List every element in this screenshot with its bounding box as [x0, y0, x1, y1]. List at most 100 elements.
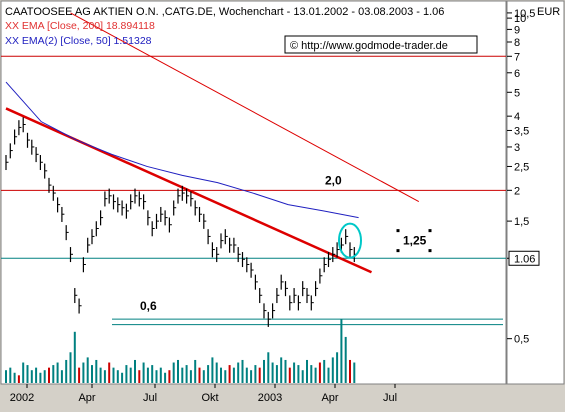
volume-bar: [323, 359, 326, 383]
annotation-label: 1,25: [403, 234, 427, 248]
watermark-box: [284, 35, 478, 54]
x-axis: 2002 Apr Jul Okt 2003 Apr Jul: [10, 384, 397, 404]
volume-bar: [99, 367, 102, 383]
volume-bar: [13, 372, 16, 383]
trendline-long-term: [70, 12, 420, 203]
horizontal-lines: [1, 55, 506, 326]
volume-bar: [336, 352, 339, 383]
selection-handle: [396, 249, 400, 253]
x-tick-label: Apr: [78, 392, 95, 404]
volume-bar: [263, 359, 265, 383]
current-price-box: [508, 250, 540, 266]
volume-bar: [108, 362, 111, 383]
y-tick-label: 3: [514, 142, 520, 154]
y-tick-label: 10: [514, 13, 526, 25]
chart-title: CAATOOSEE AG AKTIEN O.N. ,CATG.DE, Woche…: [5, 6, 444, 18]
volume-bar: [17, 375, 20, 383]
legend-ema50: XX EMA(2) [Close, 50] 1.51328: [5, 35, 152, 47]
volume-bar: [65, 359, 68, 383]
selection-handle: [396, 229, 400, 233]
volume-bar: [134, 359, 136, 383]
y-tick-label: 10,5: [514, 8, 535, 20]
volume-bar: [159, 367, 162, 383]
y-tick-label: 1.06: [514, 253, 535, 265]
watermark-text: © http://www.godmode-trader.de: [290, 40, 448, 52]
volume-bar: [220, 367, 222, 383]
volume-bar: [202, 370, 205, 383]
volume-bar: [43, 370, 46, 383]
volume-bar: [288, 367, 291, 383]
highlight-ellipse: [338, 222, 362, 259]
volume-bar: [52, 365, 55, 383]
volume-bar: [73, 331, 76, 383]
volume-bar: [177, 359, 179, 383]
volume-bar: [306, 359, 308, 383]
volume-bar: [95, 359, 98, 383]
volume-bars: [5, 319, 356, 383]
volume-bar: [69, 352, 72, 383]
volume-bar: [56, 362, 59, 383]
volume-bar: [116, 370, 119, 383]
volume-bar: [318, 362, 321, 383]
volume-bar: [9, 367, 12, 383]
y-tick-label: 3,5: [514, 125, 529, 137]
annotation-label: 2,0: [325, 173, 342, 187]
y-tick-label: 1,5: [514, 216, 529, 228]
volume-bar: [207, 365, 210, 383]
volume-bar: [280, 357, 283, 383]
volume-bar: [237, 362, 240, 383]
volume-bar: [5, 370, 7, 383]
volume-bar: [48, 367, 50, 383]
plot-area[interactable]: [0, 0, 507, 385]
volume-bar: [121, 372, 124, 383]
y-tick-label: 5: [514, 87, 520, 99]
volume-bar: [125, 365, 128, 383]
volume-bar: [194, 359, 197, 383]
volume-bar: [215, 362, 218, 383]
ema50-line: [5, 81, 359, 219]
volume-bar: [78, 367, 81, 383]
x-tick-label: Okt: [201, 392, 218, 404]
volume-bar: [91, 365, 93, 383]
volume-bar: [349, 359, 351, 383]
volume-bar: [353, 362, 356, 383]
volume-bar: [228, 365, 231, 383]
trendlines: [5, 12, 420, 274]
selection-handle: [428, 249, 432, 253]
volume-bar: [271, 362, 274, 383]
y-tick-label: 8: [514, 37, 520, 49]
annotations: 2,0 1,25 0,6: [140, 173, 432, 313]
volume-bar: [129, 367, 132, 383]
volume-bar: [241, 359, 244, 383]
volume-bar: [327, 367, 330, 383]
volume-bar: [22, 362, 25, 383]
volume-bar: [297, 365, 300, 383]
volume-bar: [301, 370, 304, 383]
volume-bar: [30, 370, 33, 383]
volume-bar: [250, 370, 253, 383]
volume-bar: [35, 367, 38, 383]
annotation-label: 0,6: [140, 299, 157, 313]
volume-bar: [172, 362, 175, 383]
volume-bar: [284, 359, 287, 383]
volume-bar: [146, 367, 149, 383]
volume-bar: [211, 357, 214, 383]
y-tick-label: 9: [514, 24, 520, 36]
trendline-downtrend: [5, 107, 373, 274]
volume-bar: [103, 370, 106, 383]
volume-bar: [344, 336, 347, 383]
volume-bar: [224, 370, 227, 383]
volume-bar: [82, 362, 85, 383]
volume-bar: [142, 362, 145, 383]
volume-bar: [39, 372, 42, 383]
volume-bar: [26, 365, 29, 383]
volume-bar: [314, 367, 317, 383]
y-tick-label: 4: [514, 111, 520, 123]
volume-bar: [232, 367, 235, 383]
volume-bar: [293, 362, 296, 383]
y-axis-panel: [506, 0, 565, 385]
selection-handle: [428, 229, 432, 233]
